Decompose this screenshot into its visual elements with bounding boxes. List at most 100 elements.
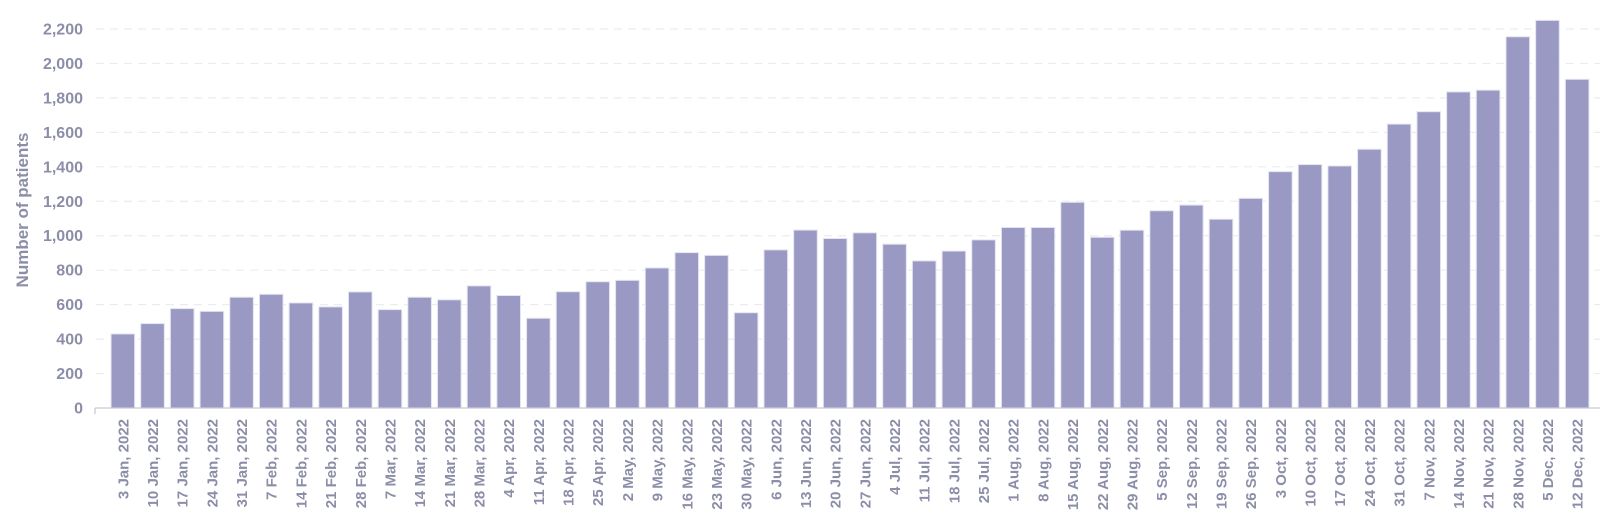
bars — [110, 19, 1590, 409]
bar[interactable] — [437, 299, 462, 409]
bar[interactable] — [704, 254, 729, 409]
y-tick-label: 800 — [56, 263, 83, 280]
bar[interactable] — [1564, 78, 1590, 409]
x-tick-label: 21 Mar, 2022 — [442, 419, 459, 507]
bar[interactable] — [615, 279, 640, 409]
x-tick-label: 31 Oct, 2022 — [1392, 419, 1409, 507]
x-tick-label: 10 Jan, 2022 — [145, 419, 162, 507]
bar[interactable] — [1475, 89, 1501, 409]
x-tick-label: 15 Aug, 2022 — [1065, 419, 1082, 510]
bar[interactable] — [1060, 201, 1085, 409]
x-tick-label: 7 Mar, 2022 — [382, 419, 399, 499]
bar[interactable] — [911, 260, 937, 409]
x-tick-label: 8 Aug, 2022 — [1035, 419, 1052, 502]
bar[interactable] — [466, 285, 492, 409]
x-tick-label: 28 Feb, 2022 — [353, 419, 370, 508]
bar[interactable] — [1327, 165, 1353, 409]
y-tick-label: 600 — [56, 297, 83, 314]
bar[interactable] — [644, 267, 670, 409]
x-axis-ticks: 3 Jan, 2022 10 Jan, 2022 17 Jan, 2022 24 Ja… — [115, 419, 1586, 510]
x-tick-label: 22 Aug, 2022 — [1095, 419, 1112, 510]
bar[interactable] — [407, 296, 432, 409]
x-tick-label: 17 Jan, 2022 — [175, 419, 192, 507]
bar[interactable] — [199, 310, 225, 409]
x-tick-label: 2 May, 2022 — [620, 419, 637, 501]
bar[interactable] — [496, 295, 521, 409]
bar[interactable] — [1030, 226, 1056, 409]
bar[interactable] — [1149, 210, 1174, 409]
bar[interactable] — [941, 250, 967, 409]
y-axis-title: Number of patients — [13, 133, 32, 288]
x-tick-label: 28 Mar, 2022 — [472, 419, 489, 507]
x-tick-label: 13 Jun, 2022 — [798, 419, 815, 508]
bar[interactable] — [852, 232, 878, 409]
x-tick-label: 18 Apr, 2022 — [561, 419, 578, 506]
x-tick-label: 21 Nov, 2022 — [1481, 419, 1498, 509]
bar[interactable] — [288, 302, 314, 409]
bar[interactable] — [1089, 236, 1115, 409]
x-tick-label: 4 Jul, 2022 — [887, 419, 904, 495]
bar[interactable] — [318, 306, 343, 409]
x-tick-label: 7 Feb, 2022 — [264, 419, 281, 500]
x-tick-label: 20 Jun, 2022 — [828, 419, 845, 508]
bar[interactable] — [1179, 204, 1204, 409]
bar[interactable] — [1416, 111, 1442, 409]
bar[interactable] — [1505, 36, 1531, 409]
x-tick-label: 9 May, 2022 — [650, 419, 667, 501]
x-tick-label: 7 Nov, 2022 — [1421, 419, 1438, 500]
x-tick-label: 12 Sep, 2022 — [1184, 419, 1201, 509]
y-tick-label: 1,000 — [43, 228, 83, 245]
x-tick-label: 14 Mar, 2022 — [412, 419, 429, 507]
x-tick-label: 14 Nov, 2022 — [1451, 419, 1468, 509]
x-tick-label: 26 Sep, 2022 — [1243, 419, 1260, 509]
bar[interactable] — [1208, 218, 1234, 409]
x-tick-label: 19 Sep, 2022 — [1214, 419, 1231, 509]
x-tick-label: 21 Feb, 2022 — [323, 419, 340, 508]
bar[interactable] — [674, 252, 700, 409]
bar[interactable] — [1386, 123, 1412, 409]
bar[interactable] — [763, 249, 789, 409]
bar[interactable] — [585, 281, 611, 409]
bar[interactable] — [526, 317, 551, 409]
x-tick-label: 12 Dec, 2022 — [1570, 419, 1587, 509]
bar[interactable] — [822, 237, 848, 409]
y-tick-label: 2,000 — [43, 56, 83, 73]
bar[interactable] — [1357, 148, 1382, 409]
x-tick-label: 28 Nov, 2022 — [1510, 419, 1527, 509]
bar[interactable] — [1119, 229, 1145, 409]
x-tick-label: 16 May, 2022 — [679, 419, 696, 510]
bar[interactable] — [555, 291, 581, 409]
y-tick-label: 1,800 — [43, 90, 83, 107]
bar[interactable] — [229, 296, 254, 409]
bar[interactable] — [110, 333, 136, 409]
bar[interactable] — [1535, 19, 1560, 409]
bar[interactable] — [377, 309, 403, 409]
x-tick-label: 24 Oct, 2022 — [1362, 419, 1379, 507]
x-tick-label: 3 Oct, 2022 — [1273, 419, 1290, 498]
bar[interactable] — [882, 243, 907, 409]
bar[interactable] — [733, 312, 759, 409]
x-tick-label: 24 Jan, 2022 — [204, 419, 221, 507]
x-tick-label: 11 Jul, 2022 — [917, 419, 934, 502]
bar[interactable] — [258, 293, 284, 409]
x-tick-label: 23 May, 2022 — [709, 419, 726, 510]
bar[interactable] — [347, 291, 373, 409]
bar[interactable] — [971, 239, 996, 409]
bar[interactable] — [1238, 197, 1263, 409]
x-tick-label: 5 Sep, 2022 — [1154, 419, 1171, 501]
y-tick-label: 1,600 — [43, 125, 83, 142]
x-tick-label: 17 Oct, 2022 — [1332, 419, 1349, 507]
x-tick-label: 25 Apr, 2022 — [590, 419, 607, 506]
bar[interactable] — [793, 229, 818, 409]
x-tick-label: 31 Jan, 2022 — [234, 419, 251, 507]
bar[interactable] — [169, 308, 195, 409]
x-tick-label: 10 Oct, 2022 — [1303, 419, 1320, 507]
bar[interactable] — [1268, 171, 1293, 409]
bar[interactable] — [1297, 164, 1323, 409]
bar[interactable] — [1000, 226, 1026, 409]
bar[interactable] — [1446, 91, 1471, 409]
y-tick-label: 0 — [74, 401, 83, 418]
x-tick-label: 4 Apr, 2022 — [501, 419, 518, 498]
bar[interactable] — [140, 323, 165, 409]
